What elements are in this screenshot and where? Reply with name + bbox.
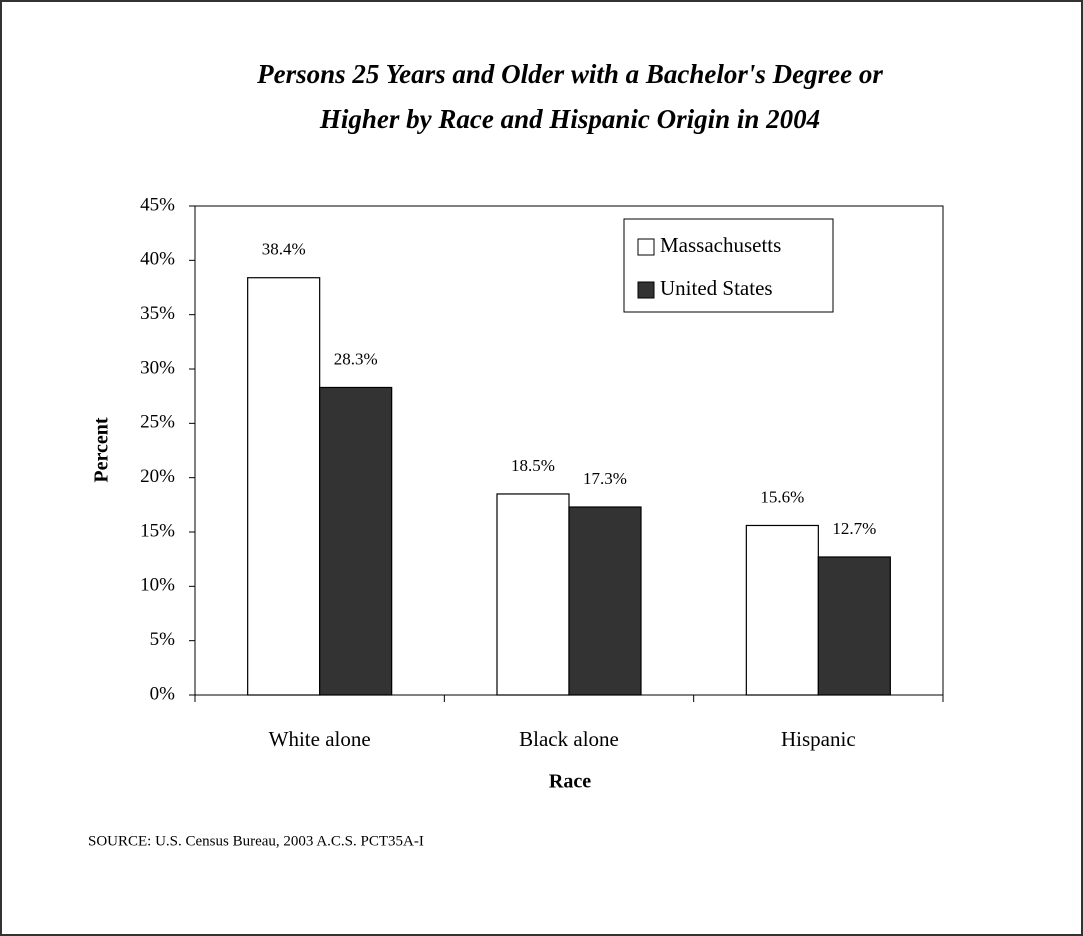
value-label: 38.4%	[262, 240, 306, 259]
value-label: 28.3%	[334, 349, 378, 368]
y-tick-label: 30%	[140, 357, 175, 378]
bar	[745, 524, 819, 696]
y-tick-label: 10%	[140, 575, 175, 596]
x-tick-label: White alone	[269, 727, 371, 751]
y-tick-label: 40%	[140, 249, 175, 270]
legend-label: United States	[660, 276, 773, 300]
y-tick-label: 35%	[140, 303, 175, 324]
bar	[319, 386, 393, 696]
y-tick-label: 45%	[140, 194, 175, 215]
y-axis-label: Percent	[91, 417, 113, 482]
y-tick-label: 0%	[150, 683, 176, 704]
value-label: 12.7%	[832, 519, 876, 538]
bar	[496, 493, 570, 696]
chart-title: Higher by Race and Hispanic Origin in 20…	[319, 104, 820, 134]
source-note: SOURCE: U.S. Census Bureau, 2003 A.C.S. …	[88, 833, 424, 849]
bar	[247, 277, 321, 696]
value-label: 18.5%	[511, 456, 555, 475]
value-label: 15.6%	[760, 487, 804, 506]
value-label: 17.3%	[583, 469, 627, 488]
y-tick-label: 5%	[150, 629, 176, 650]
x-tick-label: Black alone	[519, 727, 619, 751]
chart-title: Persons 25 Years and Older with a Bachel…	[256, 59, 883, 89]
bar	[817, 556, 891, 696]
legend-label: Massachusetts	[660, 233, 781, 257]
bar	[568, 506, 642, 696]
legend-box	[623, 218, 834, 313]
legend-swatch	[637, 281, 655, 299]
x-axis-label: Race	[549, 771, 591, 793]
legend-swatch	[637, 238, 655, 256]
x-tick-label: Hispanic	[781, 727, 856, 751]
y-tick-label: 25%	[140, 412, 175, 433]
y-tick-label: 20%	[140, 466, 175, 487]
y-tick-label: 15%	[140, 520, 175, 541]
